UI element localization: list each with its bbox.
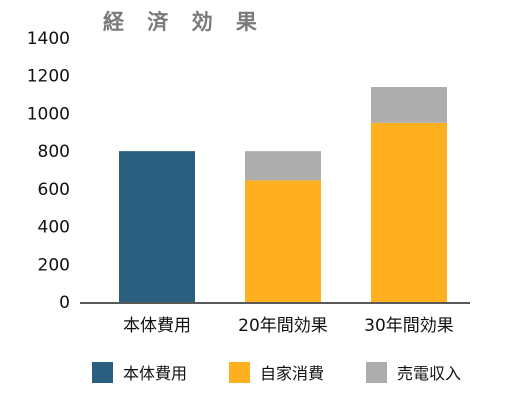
x-tick-label: 本体費用 — [123, 316, 191, 336]
y-axis-ticks: 0 200 400 600 800 1000 1200 1400 — [27, 29, 70, 313]
y-tick-label: 800 — [38, 142, 70, 162]
bar-segment — [119, 151, 195, 302]
legend-item: 本体費用 — [92, 360, 187, 384]
chart-title: 経 済 効 果 — [103, 10, 265, 34]
x-tick-label: 30年間効果 — [364, 316, 454, 336]
x-tick-label: 20年間効果 — [238, 316, 328, 336]
bars — [119, 87, 447, 302]
bar-segment — [245, 180, 321, 302]
legend-swatch — [229, 361, 251, 383]
legend-swatch — [92, 361, 113, 383]
y-tick-label: 1000 — [27, 104, 70, 124]
y-tick-label: 1400 — [27, 29, 70, 49]
legend: 本体費用 自家消費 売電収入 — [92, 360, 503, 384]
legend-label: 売電収入 — [397, 364, 462, 383]
bar-segment — [371, 87, 447, 123]
legend-item: 売電収入 — [366, 360, 461, 384]
bar-segment — [371, 122, 447, 302]
y-tick-label: 200 — [38, 255, 70, 275]
y-tick-label: 1200 — [27, 67, 70, 87]
legend-item: 自家消費 — [229, 360, 324, 384]
y-tick-label: 400 — [38, 218, 70, 238]
legend-swatch — [366, 361, 388, 383]
y-tick-label: 0 — [59, 293, 70, 313]
x-axis-ticks: 本体費用 20年間効果 30年間効果 — [123, 316, 454, 336]
legend-label: 自家消費 — [260, 364, 325, 383]
legend-label: 本体費用 — [123, 364, 188, 383]
bar-segment — [245, 151, 321, 181]
y-tick-label: 600 — [38, 180, 70, 200]
